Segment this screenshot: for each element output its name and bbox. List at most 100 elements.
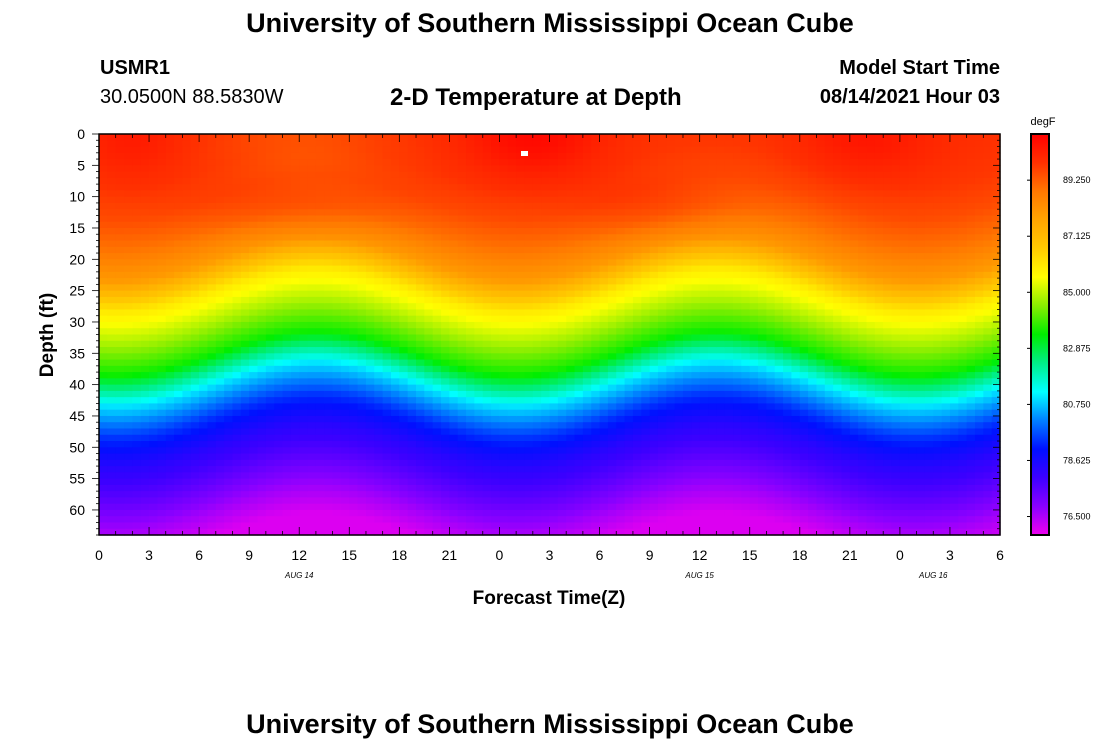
heatmap-cell (674, 447, 684, 455)
heatmap-cell (132, 240, 142, 248)
heatmap-cell (349, 384, 359, 392)
heatmap-cell (407, 522, 417, 530)
heatmap-cell (224, 347, 234, 354)
heatmap-cell (299, 459, 309, 467)
heatmap-cell (482, 397, 492, 405)
heatmap-cell (657, 428, 667, 436)
heatmap-cell (399, 378, 409, 386)
heatmap-cell (274, 466, 284, 473)
heatmap-cell (424, 353, 434, 361)
heatmap-cell (249, 196, 259, 204)
heatmap-cell (599, 177, 609, 185)
heatmap-cell (315, 171, 325, 179)
heatmap-cell (691, 202, 701, 210)
heatmap-cell (474, 190, 484, 198)
heatmap-cell (416, 497, 425, 505)
heatmap-cell (482, 334, 492, 342)
heatmap-cell (257, 152, 267, 160)
heatmap-cell (407, 202, 417, 210)
heatmap-cell (190, 296, 200, 304)
heatmap-cell (174, 315, 184, 323)
heatmap-cell (516, 347, 526, 354)
heatmap-cell (641, 484, 651, 492)
heatmap-cell (532, 359, 542, 367)
heatmap-cell (616, 221, 626, 229)
heatmap-cell (390, 353, 400, 361)
heatmap-cell (466, 491, 476, 499)
heatmap-cell (557, 209, 567, 217)
heatmap-cell (466, 177, 476, 185)
heatmap-cell (557, 290, 567, 298)
heatmap-cell (532, 171, 542, 179)
heatmap-cell (474, 321, 484, 329)
heatmap-cell (365, 227, 375, 235)
heatmap-cell (441, 296, 450, 304)
heatmap-cell (324, 459, 334, 467)
heatmap-cell (407, 159, 417, 166)
heatmap-cell (632, 227, 642, 235)
heatmap-cell (532, 284, 542, 292)
heatmap-cell (182, 478, 192, 486)
heatmap-cell (691, 303, 701, 311)
heatmap-cell (516, 171, 526, 179)
heatmap-cell (282, 484, 292, 492)
heatmap-cell (315, 209, 325, 217)
heatmap-cell (682, 509, 692, 517)
heatmap-cell (524, 434, 534, 442)
heatmap-cell (190, 516, 200, 524)
heatmap-cell (249, 409, 259, 417)
heatmap-cell (132, 190, 142, 198)
heatmap-cell (332, 378, 342, 386)
heatmap-cell (449, 134, 459, 141)
heatmap-cell (474, 202, 484, 210)
heatmap-cell (741, 415, 751, 423)
heatmap-cell (557, 278, 567, 285)
heatmap-cell (382, 365, 392, 373)
heatmap-cell (541, 246, 551, 254)
heatmap-cell (482, 516, 492, 524)
heatmap-cell (199, 447, 209, 455)
heatmap-cell (624, 184, 634, 191)
heatmap-cell (616, 240, 626, 248)
heatmap-cell (649, 240, 659, 248)
heatmap-cell (549, 278, 559, 285)
heatmap-cell (499, 466, 509, 473)
heatmap-cell (115, 422, 125, 430)
heatmap-cell (649, 466, 659, 473)
heatmap-cell (349, 516, 359, 524)
heatmap-cell (307, 202, 317, 210)
heatmap-cell (349, 202, 359, 210)
heatmap-cell (282, 234, 292, 242)
heatmap-cell (516, 259, 526, 267)
heatmap-cell (374, 165, 384, 173)
heatmap-cell (674, 422, 684, 430)
heatmap-cell (107, 441, 117, 448)
heatmap-cell (632, 215, 642, 223)
heatmap-cell (457, 466, 467, 473)
heatmap-cell (491, 209, 501, 217)
heatmap-cell (449, 303, 459, 311)
heatmap-cell (524, 378, 534, 386)
heatmap-cell (107, 303, 117, 311)
heatmap-cell (566, 221, 576, 229)
heatmap-cell (466, 303, 476, 311)
heatmap-cell (582, 397, 592, 405)
heatmap-cell (674, 397, 684, 405)
heatmap-cell (733, 340, 742, 348)
heatmap-cell (157, 365, 167, 373)
heatmap-cell (691, 284, 701, 292)
heatmap-cell (215, 497, 225, 505)
heatmap-cell (549, 296, 559, 304)
heatmap-cell (557, 516, 567, 524)
heatmap-cell (399, 140, 409, 148)
heatmap-cell (165, 290, 175, 298)
heatmap-cell (290, 134, 300, 141)
heatmap-cell (365, 409, 375, 417)
heatmap-cell (374, 459, 384, 467)
heatmap-cell (624, 265, 634, 273)
heatmap-cell (107, 184, 117, 191)
heatmap-cell (557, 177, 567, 185)
heatmap-cell (457, 215, 467, 223)
heatmap-cell (224, 296, 234, 304)
heatmap-cell (532, 134, 542, 141)
